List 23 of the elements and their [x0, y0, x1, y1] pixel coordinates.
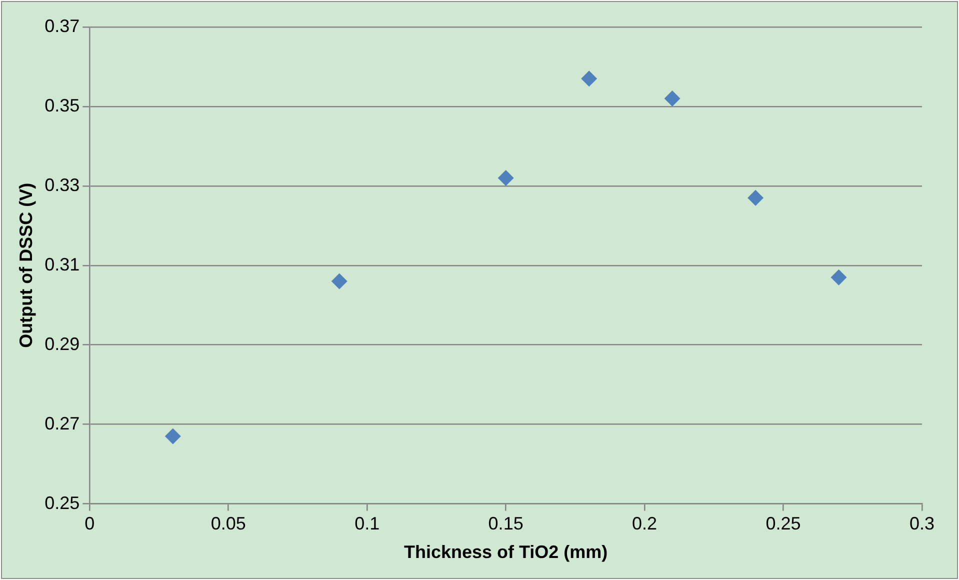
y-tick-label: 0.25	[44, 492, 80, 513]
y-axis-title: Output of DSSC (V)	[16, 182, 36, 348]
point	[498, 170, 514, 186]
x-tick-label: 0.1	[354, 514, 380, 534]
x-tick-label: 0.3	[909, 514, 935, 534]
x-tick-label: 0.05	[210, 514, 246, 534]
point	[331, 273, 348, 290]
point	[664, 90, 680, 107]
y-tick-label: 0.33	[44, 174, 80, 195]
y-tick-label: 0.37	[44, 16, 80, 36]
x-axis-title: Thickness of TiO2 (mm)	[404, 542, 608, 562]
y-tick-label: 0.27	[44, 413, 80, 434]
x-tick-label: 0.2	[632, 514, 658, 534]
point	[581, 70, 598, 87]
x-tick-label: 0.15	[488, 514, 524, 534]
y-tick-label: 0.31	[44, 254, 80, 274]
x-tick-label: 0	[84, 514, 95, 534]
y-tick-label: 0.35	[44, 95, 80, 116]
point	[830, 269, 847, 286]
point	[164, 428, 181, 444]
y-tick-label: 0.29	[44, 334, 80, 354]
x-tick-label: 0.25	[766, 514, 801, 534]
point	[748, 190, 764, 206]
